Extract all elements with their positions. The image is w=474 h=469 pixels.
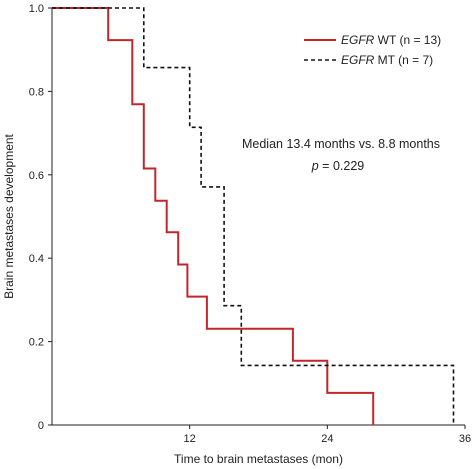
x-axis-title: Time to brain metastases (mon) xyxy=(174,452,343,466)
y-tick-label: 0.8 xyxy=(29,86,44,98)
p-value-symbol: p xyxy=(311,159,319,173)
legend-label-egfr-mt: EGFR MT (n = 7) xyxy=(341,53,433,67)
median-annotation: Median 13.4 months vs. 8.8 months xyxy=(242,137,440,151)
y-tick-label: 0.6 xyxy=(29,170,44,182)
legend-label-egfr-wt-gene: EGFR xyxy=(341,33,375,47)
x-tick-label: 36 xyxy=(459,433,471,445)
y-axis-title: Brain metastases development xyxy=(2,133,16,298)
y-tick-label: 1.0 xyxy=(29,3,44,15)
x-tick-label: 24 xyxy=(321,433,333,445)
p-value-rest: = 0.229 xyxy=(319,159,365,173)
p-value-annotation: p = 0.229 xyxy=(311,159,365,173)
egfr-wt-line xyxy=(52,7,375,425)
legend-label-egfr-wt-rest: WT (n = 13) xyxy=(374,33,441,47)
axis-ticks: 0 0.2 0.4 0.6 0.8 1.0 12 24 36 xyxy=(29,3,471,445)
plot-area xyxy=(51,7,465,426)
legend-label-egfr-mt-gene: EGFR xyxy=(341,53,375,67)
x-tick-label: 12 xyxy=(184,433,196,445)
y-tick-label: 0.2 xyxy=(29,337,44,349)
legend-label-egfr-wt: EGFR WT (n = 13) xyxy=(341,33,441,47)
y-tick-label: 0.4 xyxy=(29,253,44,265)
legend-label-egfr-mt-rest: MT (n = 7) xyxy=(374,53,433,67)
y-tick-label: 0 xyxy=(38,420,44,432)
legend: EGFR WT (n = 13) EGFR MT (n = 7) xyxy=(304,33,441,67)
egfr-mt-line xyxy=(52,7,455,425)
